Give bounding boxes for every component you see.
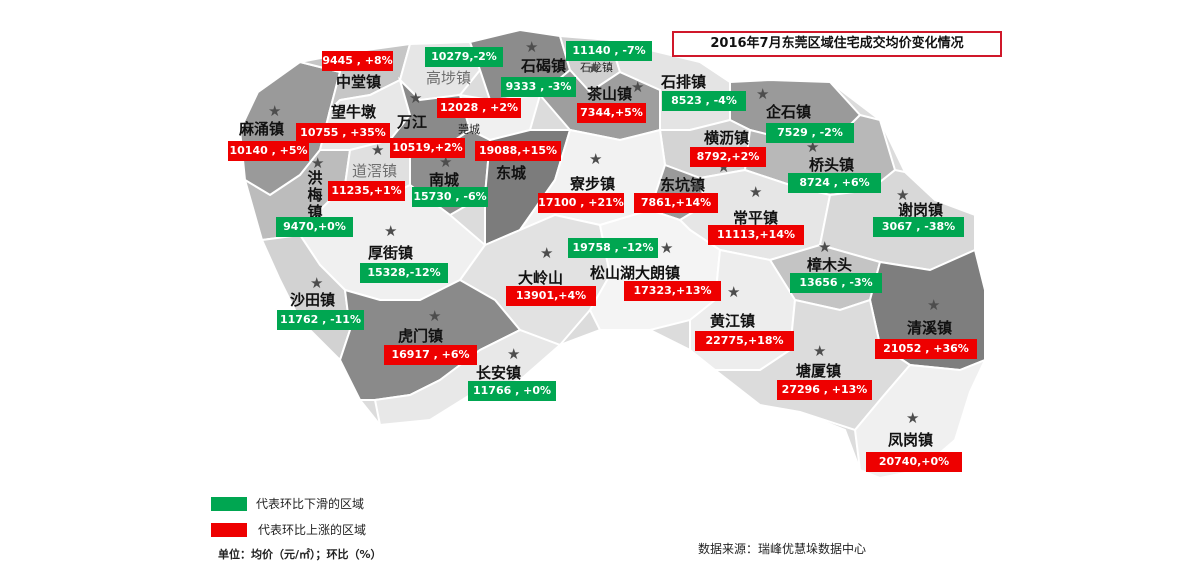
star-icon: ★ [525, 38, 539, 56]
value-tag-guancheng: 12028 , +2% [437, 98, 521, 118]
place-label-machong: 麻涌镇 [239, 120, 285, 138]
map-title: 2016年7月东莞区域住宅成交均价变化情况 [672, 31, 1002, 57]
value-tag-xiegang: 3067 , -38% [873, 217, 964, 237]
star-icon: ★ [439, 153, 453, 171]
star-icon: ★ [507, 345, 521, 363]
value-tag-humen: 16917 , +6% [384, 345, 477, 365]
value-tag-qishi: 7529 , -2% [766, 123, 854, 143]
place-label-houjie: 厚街镇 [368, 244, 414, 262]
value-tag-dalingshan: 13901,+4% [506, 286, 596, 306]
star-icon: ★ [896, 186, 910, 204]
value-tag-hengli: 8792,+2% [690, 147, 766, 167]
star-icon: ★ [428, 307, 442, 325]
value-tag-fenggang: 20740,+0% [866, 452, 962, 472]
value-tag-houjie: 15328,-12% [360, 263, 448, 283]
legend-label-up: 代表环比上涨的区域 [258, 523, 367, 537]
place-label-qingxi: 清溪镇 [907, 319, 953, 337]
star-icon: ★ [906, 409, 920, 427]
legend-swatch-down [211, 497, 247, 511]
star-icon: ★ [540, 244, 554, 262]
value-tag-gaobu: 10279,-2% [425, 47, 503, 67]
star-icon: ★ [749, 183, 763, 201]
place-label-changping: 常平镇 [733, 209, 779, 227]
star-icon: ★ [587, 59, 601, 77]
value-tag-zhongtang: 9445 , +8% [322, 51, 393, 71]
value-tag-dalang: 17323,+13% [624, 281, 721, 301]
value-tag-zhangmutou: 13656 , -3% [790, 273, 882, 293]
star-icon: ★ [409, 89, 423, 107]
value-tag-changan: 11766 , +0% [468, 381, 556, 401]
star-icon: ★ [756, 85, 770, 103]
place-label-xiegang: 谢岗镇 [898, 201, 944, 219]
place-label-wanjiang: 万江 [397, 113, 428, 131]
value-tag-tangxia: 27296 , +13% [777, 380, 872, 400]
value-tag-shijie: 9333 , -3% [501, 77, 576, 97]
unit-note: 单位：均价（元/㎡）；环比（%） [218, 548, 382, 561]
star-icon: ★ [806, 138, 820, 156]
value-tag-qingxi: 21052 , +36% [875, 339, 977, 359]
place-label-shilong: 石龙镇 [580, 61, 613, 74]
star-icon: ★ [311, 154, 325, 172]
value-tag-nancheng: 15730 , -6% [412, 187, 488, 207]
value-tag-shipai: 8523 , -4% [662, 91, 746, 111]
place-label-dongkeng: 东坑镇 [660, 176, 706, 194]
place-label-zhangmutou: 樟木头 [807, 256, 853, 274]
star-icon: ★ [813, 342, 827, 360]
place-label-hengli: 横沥镇 [704, 129, 750, 147]
value-tag-daojiao: 11235,+1% [328, 181, 405, 201]
star-icon: ★ [384, 222, 398, 240]
value-tag-changping: 11113,+14% [708, 225, 804, 245]
place-label-qishi: 企石镇 [766, 103, 812, 121]
place-label-liaobu: 寮步镇 [570, 175, 616, 193]
value-tag-shatian: 11762 , -11% [277, 310, 364, 330]
place-label-dalingshan: 大岭山 [518, 269, 564, 287]
value-tag-machong: 10140 , +5% [228, 141, 309, 161]
value-tag-songshanhu: 19758 , -12% [568, 238, 658, 258]
place-label-qiaotou: 桥头镇 [809, 156, 855, 174]
star-icon: ★ [268, 102, 282, 120]
place-label-dongcheng: 东城 [496, 164, 527, 182]
value-tag-wanjiang: 10519,+2% [390, 138, 465, 158]
value-tag-hongmei: 9470,+0% [276, 217, 353, 237]
place-label-chashan: 茶山镇 [587, 85, 633, 103]
star-icon: ★ [371, 141, 385, 159]
star-icon: ★ [927, 296, 941, 314]
place-label-changan: 长安镇 [476, 364, 522, 382]
place-label-huangjiang: 黄江镇 [710, 312, 756, 330]
place-label-daojiao: 道滘镇 [352, 162, 398, 180]
value-tag-dongkeng: 7861,+14% [634, 193, 718, 213]
star-icon: ★ [589, 150, 603, 168]
star-icon: ★ [660, 239, 674, 257]
value-tag-shilong: 11140 , -7% [566, 41, 652, 61]
star-icon: ★ [310, 274, 324, 292]
place-label-shijie: 石碣镇 [521, 57, 567, 75]
place-label-gaobu: 高埗镇 [426, 69, 472, 87]
value-tag-wangniudun: 10755 , +35% [296, 123, 390, 143]
value-tag-huangjiang: 22775,+18% [695, 331, 794, 351]
place-label-humen: 虎门镇 [398, 327, 444, 345]
legend-label-down: 代表环比下滑的区域 [256, 497, 365, 511]
place-label-tangxia: 塘厦镇 [796, 362, 842, 380]
region-fenggang [853, 358, 987, 480]
place-label-shipai: 石排镇 [661, 73, 707, 91]
legend-swatch-up [211, 523, 247, 537]
value-tag-chashan: 7344,+5% [577, 103, 646, 123]
place-label-guancheng: 莞城 [458, 123, 480, 136]
star-icon: ★ [631, 78, 645, 96]
value-tag-dongcheng: 19088,+15% [475, 141, 561, 161]
place-label-wangniudun: 望牛墩 [331, 103, 377, 121]
place-label-shatian: 沙田镇 [290, 291, 336, 309]
value-tag-qiaotou: 8724 , +6% [788, 173, 881, 193]
place-label-hongmei: 洪梅镇 [307, 169, 323, 221]
star-icon: ★ [690, 178, 704, 196]
value-tag-liaobu: 17100 , +21% [538, 193, 624, 213]
data-source: 数据来源：瑞峰优慧垛数据中心 [698, 542, 867, 556]
place-label-songshanhu-dalang: 松山湖大朗镇 [590, 264, 681, 282]
place-label-fenggang: 凤岗镇 [888, 431, 934, 449]
place-label-nancheng: 南城 [429, 171, 460, 189]
star-icon: ★ [818, 238, 832, 256]
star-icon: ★ [727, 283, 741, 301]
place-label-zhongtang: 中堂镇 [336, 73, 382, 91]
